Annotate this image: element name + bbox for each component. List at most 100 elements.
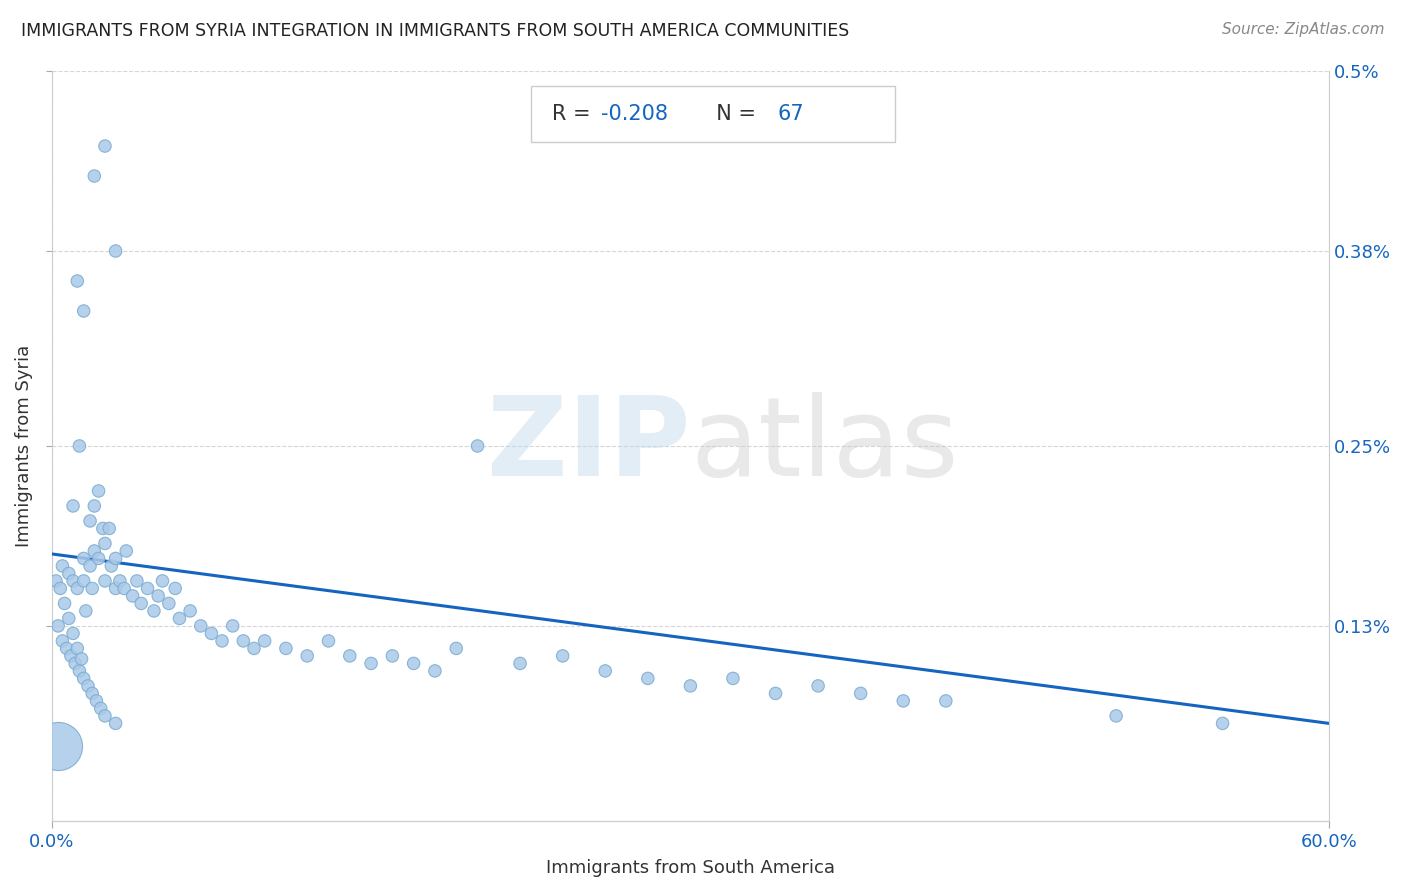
Point <box>121 589 143 603</box>
Point <box>66 641 89 656</box>
Point <box>94 536 117 550</box>
Point <box>765 686 787 700</box>
Point <box>104 716 127 731</box>
Text: -0.208: -0.208 <box>600 103 668 124</box>
Point <box>136 582 159 596</box>
Point <box>79 558 101 573</box>
Point <box>152 574 174 588</box>
Text: N =: N = <box>703 103 763 124</box>
Point <box>87 483 110 498</box>
Point <box>73 672 96 686</box>
Point <box>86 694 108 708</box>
Point <box>73 304 96 318</box>
Point <box>637 672 659 686</box>
Point <box>423 664 446 678</box>
Text: ZIP: ZIP <box>486 392 690 500</box>
Point <box>108 574 131 588</box>
Point <box>593 664 616 678</box>
Point <box>75 604 97 618</box>
Text: IMMIGRANTS FROM SYRIA INTEGRATION IN IMMIGRANTS FROM SOUTH AMERICA COMMUNITIES: IMMIGRANTS FROM SYRIA INTEGRATION IN IMM… <box>21 22 849 40</box>
Point <box>46 739 69 753</box>
Point <box>82 582 104 596</box>
Point <box>45 574 67 588</box>
Point <box>94 139 117 153</box>
Point <box>62 626 84 640</box>
Point <box>70 652 93 666</box>
Point <box>49 582 72 596</box>
Point <box>232 634 254 648</box>
Point <box>467 439 489 453</box>
Point <box>58 566 80 581</box>
Point <box>721 672 744 686</box>
Point <box>104 244 127 258</box>
Point <box>679 679 702 693</box>
Text: R =: R = <box>553 103 598 124</box>
Text: atlas: atlas <box>690 392 959 500</box>
Point <box>274 641 297 656</box>
Point <box>142 604 165 618</box>
Point <box>125 574 148 588</box>
X-axis label: Immigrants from South America: Immigrants from South America <box>546 859 835 877</box>
Point <box>1212 716 1234 731</box>
Point <box>58 611 80 625</box>
Point <box>129 596 152 610</box>
Point <box>94 709 117 723</box>
Point <box>935 694 957 708</box>
Point <box>222 619 245 633</box>
Point <box>807 679 830 693</box>
Point <box>1105 709 1128 723</box>
Point <box>77 679 100 693</box>
Point <box>83 169 105 183</box>
Point <box>402 657 425 671</box>
FancyBboxPatch shape <box>530 86 894 143</box>
Point <box>165 582 187 596</box>
Text: Source: ZipAtlas.com: Source: ZipAtlas.com <box>1222 22 1385 37</box>
Point <box>94 574 117 588</box>
Point <box>104 582 127 596</box>
Point <box>51 558 73 573</box>
Point <box>243 641 266 656</box>
Point <box>200 626 222 640</box>
Point <box>169 611 191 625</box>
Y-axis label: Immigrants from Syria: Immigrants from Syria <box>15 345 32 547</box>
Point <box>179 604 201 618</box>
Point <box>104 551 127 566</box>
Point <box>62 574 84 588</box>
Point <box>55 641 77 656</box>
Point <box>66 582 89 596</box>
Point <box>190 619 212 633</box>
Point <box>83 544 105 558</box>
Point <box>211 634 233 648</box>
Point <box>115 544 138 558</box>
Point <box>73 574 96 588</box>
Point <box>67 439 90 453</box>
Point <box>90 701 112 715</box>
Point <box>339 648 361 663</box>
Point <box>849 686 872 700</box>
Point <box>444 641 467 656</box>
Point <box>157 596 180 610</box>
Point <box>53 596 76 610</box>
Point <box>91 521 114 535</box>
Point <box>51 634 73 648</box>
Point <box>551 648 574 663</box>
Point <box>66 274 89 288</box>
Point <box>381 648 404 663</box>
Point <box>360 657 382 671</box>
Point <box>318 634 340 648</box>
Point <box>295 648 318 663</box>
Point <box>79 514 101 528</box>
Point <box>67 664 90 678</box>
Point <box>82 686 104 700</box>
Point <box>87 551 110 566</box>
Point <box>83 499 105 513</box>
Point <box>509 657 531 671</box>
Point <box>98 521 121 535</box>
Point <box>253 634 276 648</box>
Point <box>100 558 122 573</box>
Point <box>63 657 86 671</box>
Point <box>46 619 69 633</box>
Point <box>148 589 170 603</box>
Point <box>62 499 84 513</box>
Text: 67: 67 <box>778 103 804 124</box>
